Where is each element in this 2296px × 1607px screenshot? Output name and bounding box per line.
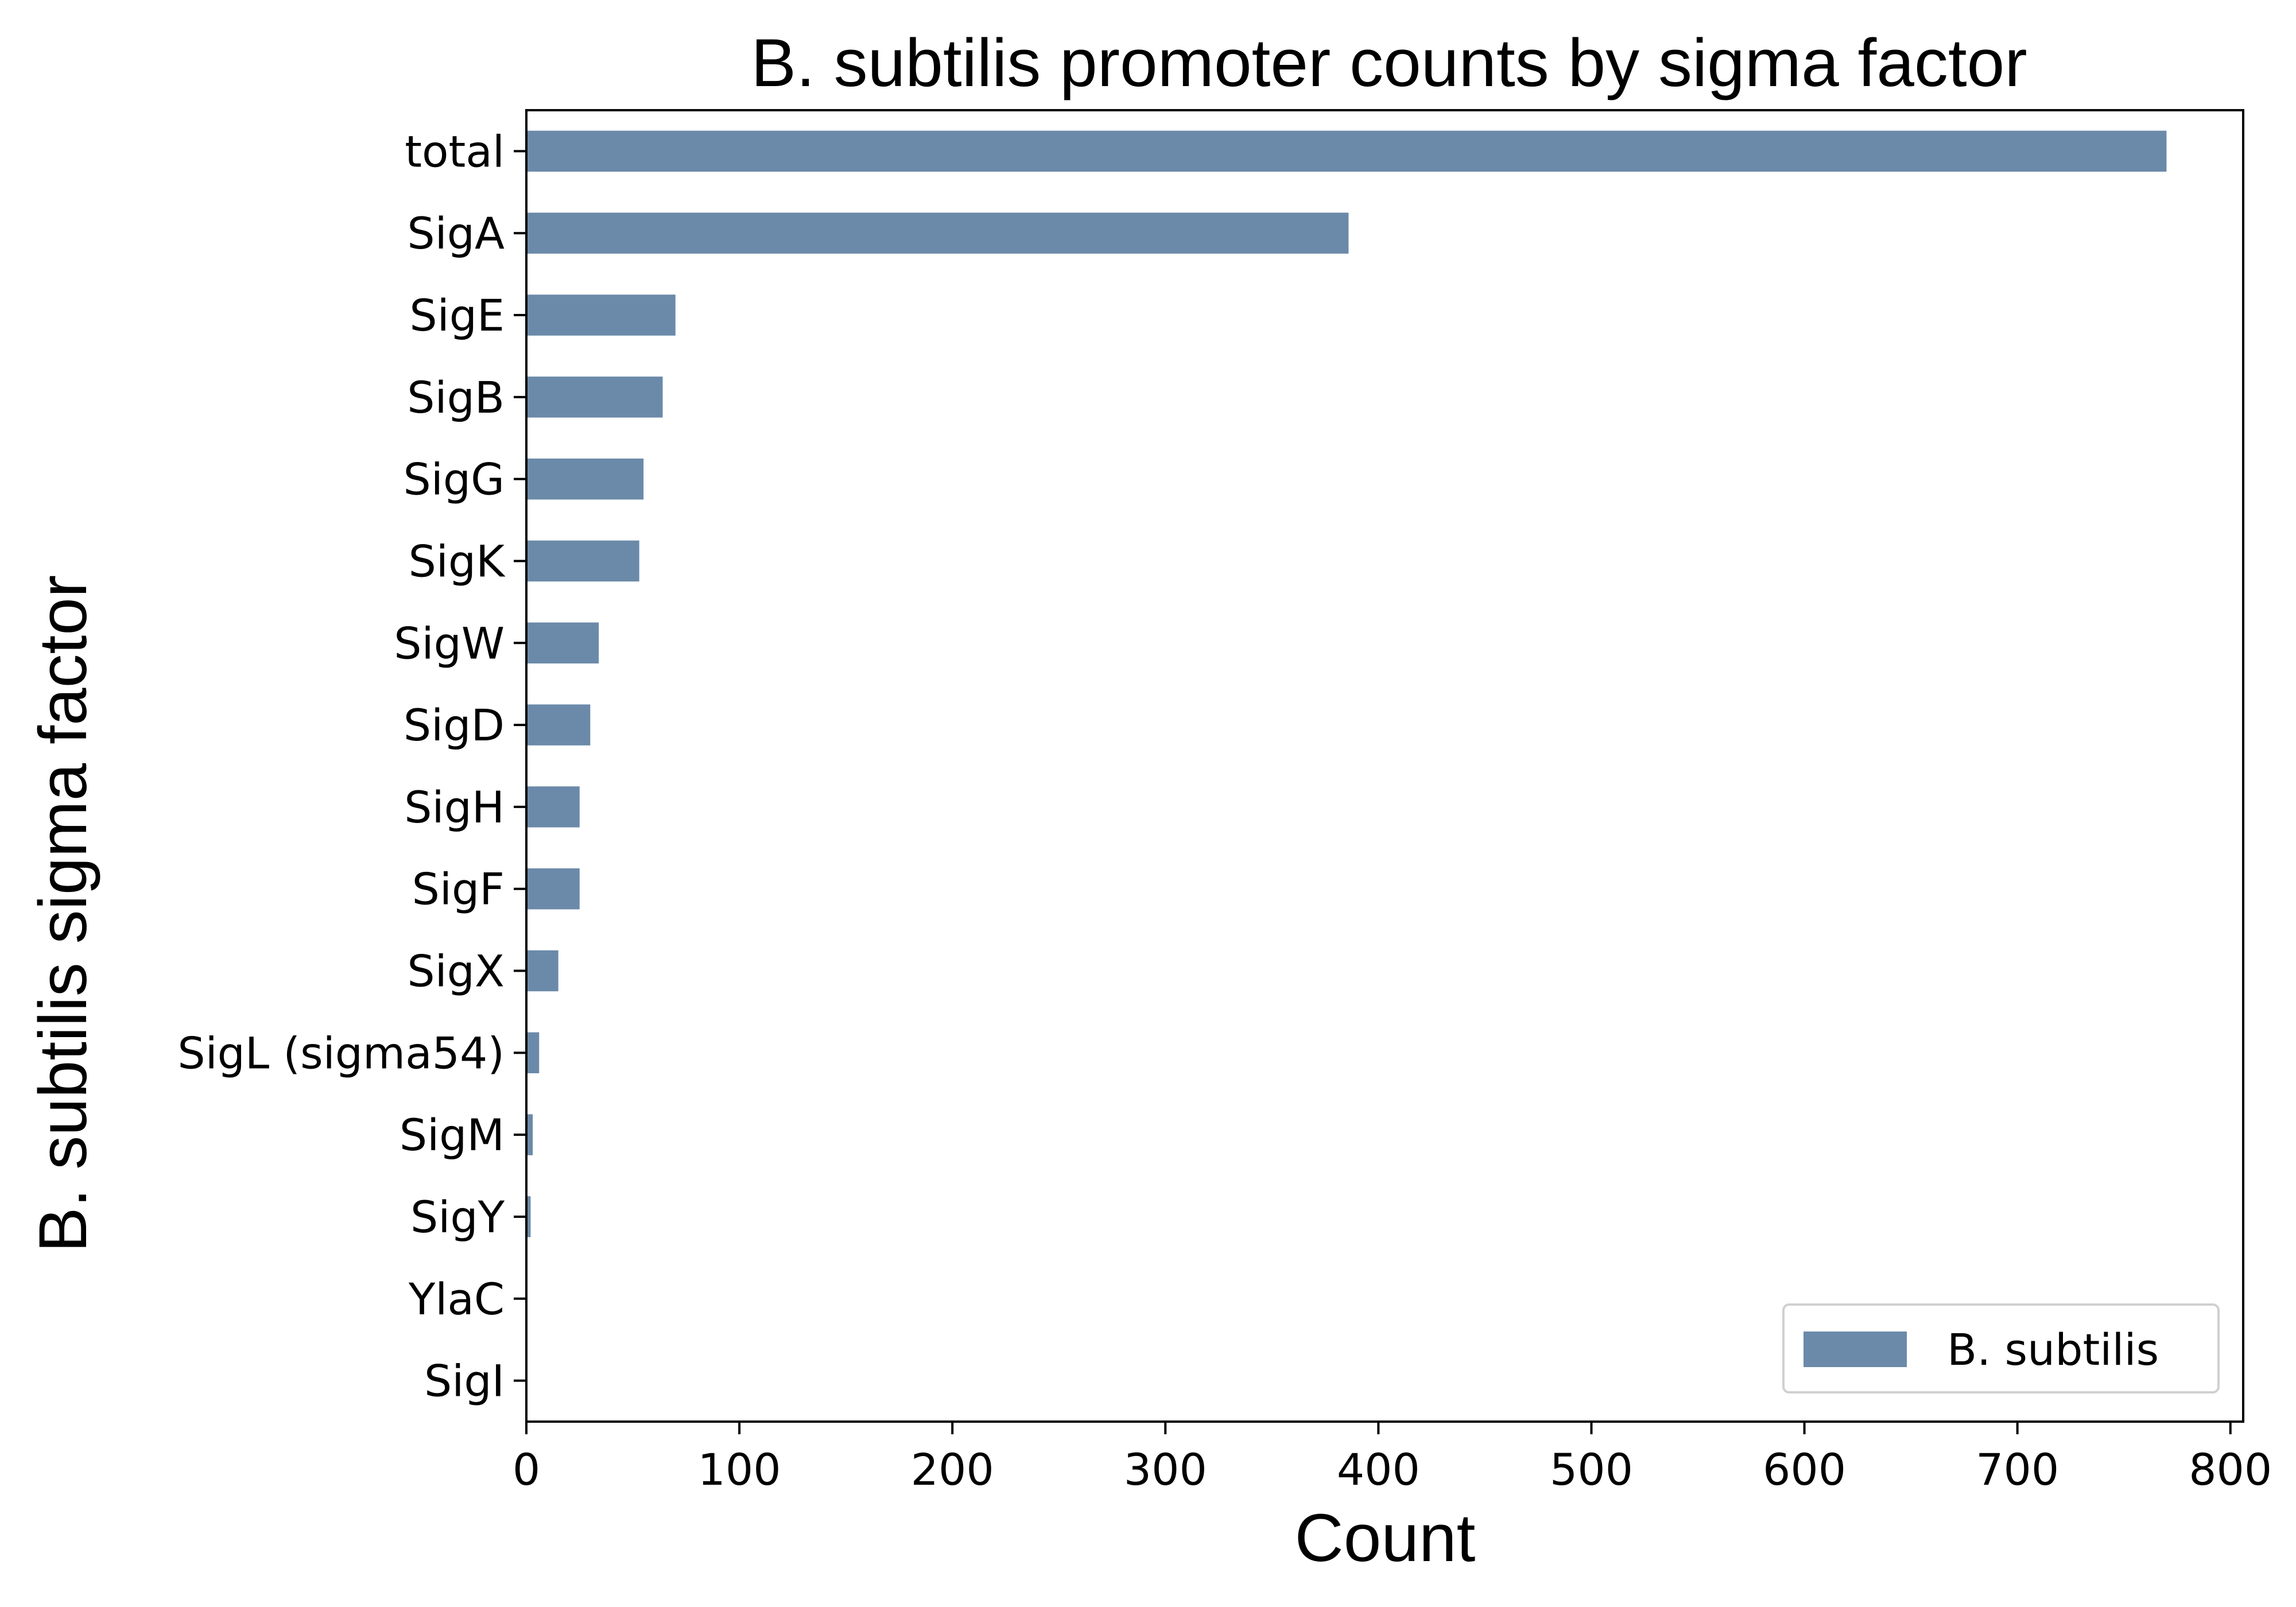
- y-tick-label-siga: SigA: [407, 208, 505, 259]
- bar-sigy: [526, 1196, 531, 1237]
- bar-sigb: [526, 376, 663, 418]
- bar-sige: [526, 294, 676, 336]
- bar-sigx: [526, 950, 559, 992]
- y-tick-label-sige: SigE: [409, 290, 505, 341]
- y-tick-label-sigk: SigK: [409, 535, 506, 587]
- y-tick-label-total: total: [405, 126, 505, 177]
- bar-sigl-sigma54: [526, 1032, 540, 1074]
- x-axis-title: Count: [1295, 1500, 1476, 1576]
- x-tick-label-600: 600: [1763, 1444, 1846, 1495]
- x-tick-label-300: 300: [1124, 1444, 1207, 1495]
- plot-frame: [525, 109, 2244, 1423]
- y-tick-label-sigl-sigma54: SigL (sigma54): [177, 1027, 505, 1078]
- x-tick-label-400: 400: [1337, 1444, 1420, 1495]
- x-axis-ticks: 0 100 200 300 400 500 600 700 800: [513, 1422, 2272, 1495]
- bars-group: [526, 130, 2167, 1237]
- y-axis-ticks: total SigA SigE SigB SigG SigK SigW SigD SigH Sig…: [177, 126, 526, 1407]
- y-tick-label-sigd: SigD: [404, 700, 505, 751]
- y-tick-label-sigm: SigM: [400, 1109, 505, 1160]
- y-tick-label-sigw: SigW: [394, 618, 505, 669]
- bar-sigw: [526, 622, 599, 663]
- bar-sigh: [526, 786, 580, 828]
- y-tick-label-sigh: SigH: [404, 782, 505, 833]
- bar-sigk: [526, 540, 639, 582]
- x-tick-label-0: 0: [513, 1444, 540, 1495]
- bar-total: [526, 130, 2167, 172]
- bar-siga: [526, 212, 1349, 254]
- chart-title: B. subtilis promoter counts by sigma fac…: [751, 25, 2027, 101]
- y-tick-label-sigx: SigX: [407, 946, 505, 997]
- legend: B. subtilis: [1782, 1303, 2220, 1393]
- x-tick-label-100: 100: [698, 1444, 781, 1495]
- bar-sigf: [526, 868, 580, 910]
- y-tick-label-sigi: SigI: [424, 1356, 505, 1407]
- bar-sigm: [526, 1114, 533, 1155]
- y-tick-label-sigg: SigG: [404, 454, 505, 505]
- x-tick-label-700: 700: [1976, 1444, 2059, 1495]
- y-tick-label-sigy: SigY: [410, 1191, 505, 1243]
- x-tick-label-200: 200: [911, 1444, 994, 1495]
- y-tick-label-sigf: SigF: [412, 864, 505, 915]
- bar-sigd: [526, 704, 591, 746]
- legend-box: [1782, 1303, 2220, 1393]
- x-tick-label-500: 500: [1550, 1444, 1633, 1495]
- legend-swatch: [1804, 1332, 1907, 1367]
- y-tick-label-ylac: YlaC: [408, 1274, 505, 1325]
- y-tick-label-sigb: SigB: [407, 372, 505, 423]
- legend-label: B. subtilis: [1947, 1324, 2159, 1375]
- bar-sigg: [526, 458, 644, 500]
- x-tick-label-800: 800: [2189, 1444, 2272, 1495]
- y-axis-title: B. subtilis sigma factor: [25, 575, 101, 1252]
